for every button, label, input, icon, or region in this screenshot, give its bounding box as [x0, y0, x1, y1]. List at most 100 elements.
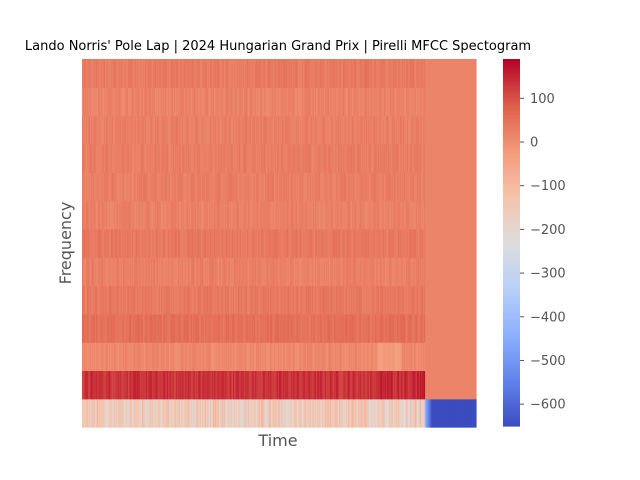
heatmap-cell	[345, 200, 347, 230]
heatmap-cell	[227, 313, 229, 343]
heatmap-cell	[160, 115, 163, 145]
heatmap-cell	[300, 285, 302, 315]
heatmap-cell	[301, 172, 304, 202]
heatmap-cell	[93, 257, 95, 287]
heatmap-cell	[99, 285, 101, 315]
heatmap-cell	[347, 172, 349, 202]
heatmap-cell	[102, 342, 104, 371]
heatmap-cell	[147, 313, 150, 343]
heatmap-cell	[463, 228, 466, 258]
heatmap-cell	[327, 228, 329, 258]
heatmap-cell	[470, 228, 472, 258]
heatmap-cell	[315, 143, 318, 173]
heatmap-cell	[233, 143, 235, 173]
heatmap-cell	[251, 228, 254, 258]
heatmap-cell	[404, 313, 407, 343]
heatmap-cell	[421, 313, 424, 343]
heatmap-cell	[457, 285, 459, 315]
heatmap-cell	[461, 172, 463, 202]
heatmap-cell	[105, 143, 108, 173]
heatmap-cell	[226, 228, 228, 258]
heatmap-cell	[109, 143, 112, 173]
heatmap-cell	[297, 172, 300, 202]
heatmap-cell	[85, 200, 87, 230]
heatmap-cell	[406, 143, 408, 173]
heatmap-cell	[291, 313, 293, 343]
heatmap-cell	[408, 257, 411, 287]
heatmap-cell	[135, 398, 137, 428]
heatmap-cell	[373, 228, 375, 258]
heatmap-cell	[141, 398, 144, 428]
heatmap-cell	[164, 313, 166, 343]
heatmap-cell	[404, 200, 407, 230]
heatmap-cell	[471, 285, 474, 315]
heatmap-cell	[287, 342, 289, 371]
heatmap-cell	[316, 228, 319, 258]
heatmap-cell	[84, 228, 86, 258]
heatmap-cell	[86, 172, 89, 202]
heatmap-cell	[321, 143, 324, 173]
heatmap-cell	[243, 228, 246, 258]
heatmap-cell	[330, 257, 333, 287]
heatmap-cell	[147, 342, 150, 371]
heatmap-cell	[228, 398, 231, 428]
heatmap-cell	[95, 200, 97, 230]
heatmap-cell	[233, 285, 235, 315]
heatmap-cell	[109, 370, 112, 400]
heatmap-cell	[137, 398, 140, 428]
heatmap-cell	[109, 342, 111, 371]
heatmap-cell	[405, 257, 407, 287]
heatmap-cell	[466, 257, 468, 287]
heatmap-cell	[377, 172, 379, 202]
heatmap-cell	[82, 172, 85, 202]
heatmap-cell	[385, 370, 388, 400]
heatmap-cell	[269, 200, 272, 230]
heatmap-cell	[429, 313, 431, 343]
heatmap-cell	[394, 342, 397, 371]
heatmap-cell	[354, 172, 356, 202]
heatmap-cell	[144, 342, 146, 371]
heatmap-cell	[187, 200, 190, 230]
heatmap-cell	[321, 200, 324, 230]
heatmap-cell	[84, 143, 86, 173]
heatmap-cell	[301, 398, 304, 428]
heatmap-cell	[178, 228, 180, 258]
heatmap-cell	[269, 257, 271, 287]
heatmap-cell	[471, 342, 473, 371]
heatmap-cell	[242, 228, 244, 258]
heatmap-cell	[407, 313, 409, 343]
heatmap-cell	[365, 200, 367, 230]
heatmap-cell	[93, 172, 95, 202]
heatmap-cell	[132, 143, 135, 173]
heatmap-cell	[345, 228, 347, 258]
heatmap-cell	[165, 115, 168, 145]
heatmap-cell	[141, 313, 143, 343]
heatmap-cell	[84, 398, 86, 428]
heatmap-cell	[370, 285, 373, 315]
heatmap-cell	[411, 257, 414, 287]
heatmap-cell	[453, 398, 455, 428]
heatmap-cell	[403, 143, 406, 173]
heatmap-cell	[442, 285, 444, 315]
heatmap-cell	[302, 172, 305, 202]
heatmap-cell	[242, 342, 244, 371]
heatmap-cell	[215, 143, 218, 173]
heatmap-cell	[267, 398, 269, 428]
heatmap-cell	[293, 228, 296, 258]
heatmap-cell	[208, 115, 210, 145]
heatmap-cell	[332, 200, 334, 230]
heatmap-cell	[97, 342, 100, 371]
heatmap-cell	[228, 398, 230, 428]
heatmap-cell	[272, 342, 274, 371]
heatmap-cell	[234, 172, 237, 202]
heatmap-cell	[409, 172, 411, 202]
heatmap-cell	[110, 172, 113, 202]
heatmap-cell	[115, 228, 118, 258]
heatmap-cell	[332, 172, 334, 202]
heatmap-cell	[89, 398, 91, 428]
heatmap-cell	[361, 313, 363, 343]
heatmap-cell	[453, 285, 455, 315]
heatmap-cell	[397, 143, 399, 173]
heatmap-cell	[204, 398, 206, 428]
heatmap-cell	[393, 342, 396, 371]
